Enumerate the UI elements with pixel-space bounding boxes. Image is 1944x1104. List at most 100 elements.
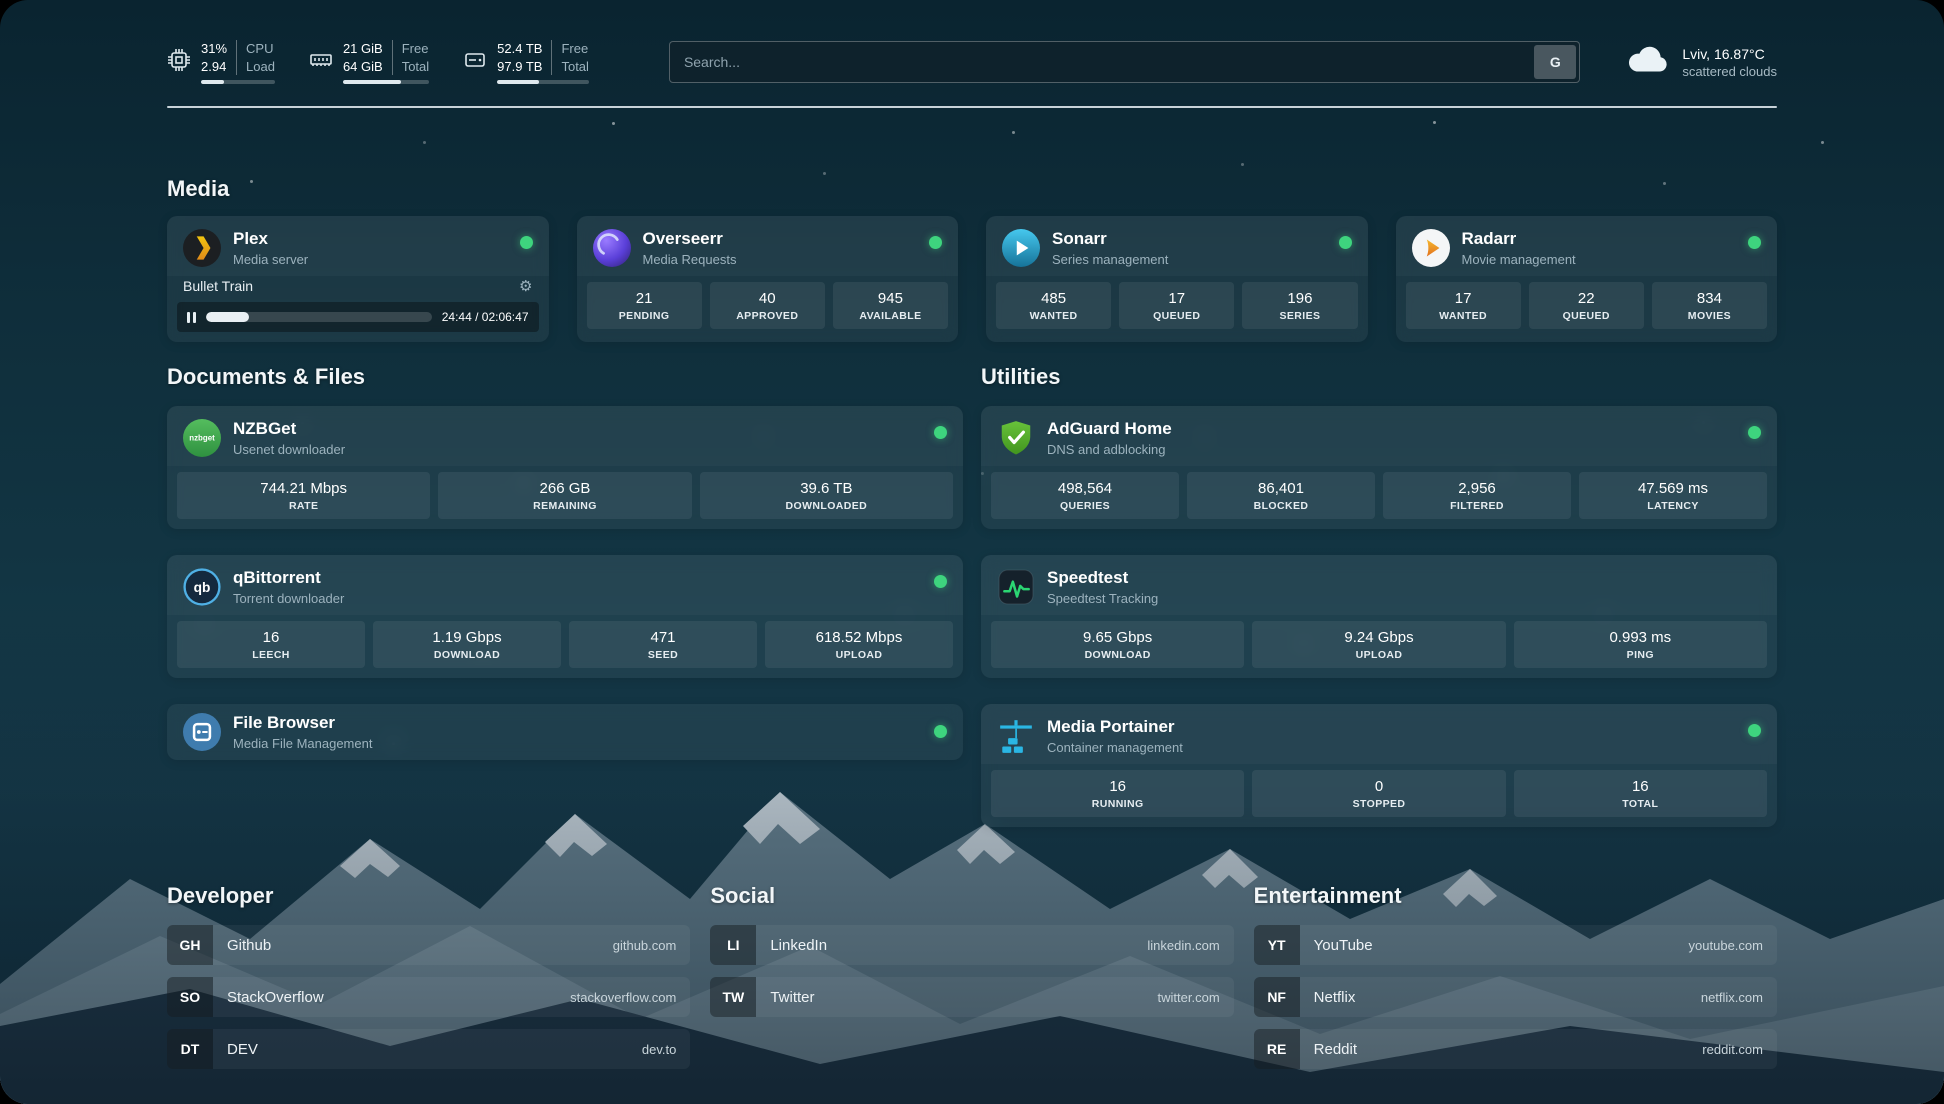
search-engine-button[interactable]: G <box>1534 45 1577 79</box>
stat-blocked: 86,401 BLOCKED <box>1187 472 1375 519</box>
app-card-portainer[interactable]: Media Portainer Container management 16 R… <box>981 704 1777 827</box>
stat-queued: 22 QUEUED <box>1528 282 1644 329</box>
stat-series: 196 SERIES <box>1242 282 1358 329</box>
stat-download: 9.65 Gbps DOWNLOAD <box>991 621 1245 668</box>
stat-queued: 17 QUEUED <box>1119 282 1235 329</box>
stat-filtered: 2,956 FILTERED <box>1383 472 1571 519</box>
bookmark-netflix[interactable]: NF Netflix netflix.com <box>1253 977 1777 1017</box>
app-title: AdGuard Home <box>1047 419 1172 439</box>
app-title: Radarr <box>1461 229 1517 249</box>
app-title: File Browser <box>233 713 336 733</box>
section-utilities: Utilities AdGuard Home <box>981 364 1777 827</box>
cpu-usage-label: CPU <box>236 39 275 58</box>
weather-condition: scattered clouds <box>1682 63 1777 79</box>
section-social: Social LI LinkedIn linkedin.com TW Twitt… <box>710 883 1234 1069</box>
cpu-load-label: Load <box>236 57 275 76</box>
stat-download: 1.19 Gbps DOWNLOAD <box>373 621 561 668</box>
bookmark-linkedin[interactable]: LI LinkedIn linkedin.com <box>710 925 1234 965</box>
app-title: Media Portainer <box>1047 717 1175 737</box>
stat-wanted: 485 WANTED <box>996 282 1112 329</box>
qbittorrent-icon: qb <box>183 568 221 606</box>
stat-latency: 47.569 ms LATENCY <box>1579 472 1767 519</box>
topbar-divider <box>167 106 1777 108</box>
stat-queries: 498,564 QUERIES <box>991 472 1179 519</box>
cpu-load-value: 2.94 <box>201 58 227 74</box>
stat-running: 16 RUNNING <box>991 770 1245 817</box>
playback-time: 24:44 / 02:06:47 <box>441 310 529 324</box>
app-card-speedtest[interactable]: Speedtest Speedtest Tracking 9.65 Gbps DO… <box>981 555 1777 678</box>
section-media: Media Plex Media server <box>167 176 1777 342</box>
stat-upload: 9.24 Gbps UPLOAD <box>1252 621 1506 668</box>
svg-text:nzbget: nzbget <box>189 434 215 443</box>
disk-total-label: Total <box>551 57 589 76</box>
stat-wanted: 17 WANTED <box>1405 282 1521 329</box>
status-dot <box>934 575 947 588</box>
app-card-qbittorrent[interactable]: qb qBittorrent Torrent downloader 16 LEEC… <box>167 555 963 678</box>
stat-upload: 618.52 Mbps UPLOAD <box>765 621 953 668</box>
bookmark-youtube[interactable]: YT YouTube youtube.com <box>1253 925 1777 965</box>
stat-remaining: 266 GB REMAINING <box>438 472 692 519</box>
reddit-icon: RE <box>1253 1029 1300 1069</box>
netflix-icon: NF <box>1253 977 1300 1017</box>
cloud-icon <box>1626 45 1670 80</box>
svg-text:qb: qb <box>194 580 211 595</box>
status-dot <box>1748 236 1761 249</box>
app-card-filebrowser[interactable]: File Browser Media File Management <box>167 704 963 760</box>
app-subtitle: Speedtest Tracking <box>1047 590 1159 606</box>
app-title: Overseerr <box>642 229 723 249</box>
plex-icon <box>183 229 221 267</box>
dev-icon: DT <box>167 1029 213 1069</box>
portainer-icon <box>997 717 1035 755</box>
twitter-icon: TW <box>710 977 757 1017</box>
app-card-overseerr[interactable]: Overseerr Media Requests 21 PENDING 40 APP… <box>576 216 958 342</box>
bookmark-github[interactable]: GH Github github.com <box>167 925 691 965</box>
playback-progress-track[interactable] <box>206 312 432 322</box>
cpu-widget: 31% CPU 2.94 Load <box>167 39 275 85</box>
bookmark-reddit[interactable]: RE Reddit reddit.com <box>1253 1029 1777 1069</box>
stat-seed: 471 SEED <box>569 621 757 668</box>
status-dot <box>1748 724 1761 737</box>
ram-free-value: 21 GiB <box>342 40 383 56</box>
nzbget-icon: nzbget <box>183 419 221 457</box>
app-subtitle: Series management <box>1052 251 1169 267</box>
stat-ping: 0.993 ms PING <box>1513 621 1767 668</box>
stat-leech: 16 LEECH <box>177 621 365 668</box>
bookmark-dev[interactable]: DT DEV dev.to <box>167 1029 691 1069</box>
stat-stopped: 0 STOPPED <box>1252 770 1506 817</box>
disk-icon <box>463 40 487 72</box>
bookmark-twitter[interactable]: TW Twitter twitter.com <box>710 977 1234 1017</box>
disk-free-label: Free <box>551 39 588 58</box>
topbar: 31% CPU 2.94 Load 21 <box>167 32 1777 92</box>
status-dot <box>519 236 533 249</box>
app-card-radarr[interactable]: Radarr Movie management 17 WANTED 22 QUEUE… <box>1395 216 1777 342</box>
search-input[interactable] <box>668 41 1581 83</box>
stat-available: 945 AVAILABLE <box>832 282 949 329</box>
adguard-icon <box>997 419 1035 457</box>
ram-icon <box>309 40 333 72</box>
app-title: NZBGet <box>233 419 297 439</box>
overseerr-icon <box>592 229 631 267</box>
app-card-sonarr[interactable]: Sonarr Series management 485 WANTED 17 QUE… <box>986 216 1368 342</box>
disk-total-value: 97.9 TB <box>497 58 543 74</box>
pause-icon[interactable] <box>187 311 196 323</box>
weather-widget[interactable]: Lviv, 16.87°C scattered clouds <box>1626 45 1777 80</box>
cpu-usage-value: 31% <box>201 40 228 56</box>
app-card-nzbget[interactable]: nzbget NZBGet Usenet downloader 744.21 M… <box>167 406 963 529</box>
section-heading-social: Social <box>710 883 776 908</box>
app-title: Plex <box>233 229 268 249</box>
status-dot <box>1748 426 1761 439</box>
gear-icon[interactable]: ⚙ <box>519 277 533 295</box>
section-documents-files: Documents & Files nzbget NZBGet Usenet d… <box>167 364 963 827</box>
status-dot <box>934 426 947 439</box>
ram-widget: 21 GiB Free 64 GiB Total <box>309 39 430 85</box>
youtube-icon: YT <box>1253 925 1300 965</box>
bookmark-stackoverflow[interactable]: SO StackOverflow stackoverflow.com <box>167 977 691 1017</box>
stat-downloaded: 39.6 TB DOWNLOADED <box>699 472 953 519</box>
radarr-icon <box>1411 229 1450 267</box>
app-card-adguard[interactable]: AdGuard Home DNS and adblocking 498,564 Q… <box>981 406 1777 529</box>
github-icon: GH <box>167 925 213 965</box>
playback-controls: 24:44 / 02:06:47 <box>177 302 539 332</box>
app-card-plex[interactable]: Plex Media server Bullet Train ⚙ <box>167 216 549 342</box>
disk-free-value: 52.4 TB <box>497 40 543 56</box>
